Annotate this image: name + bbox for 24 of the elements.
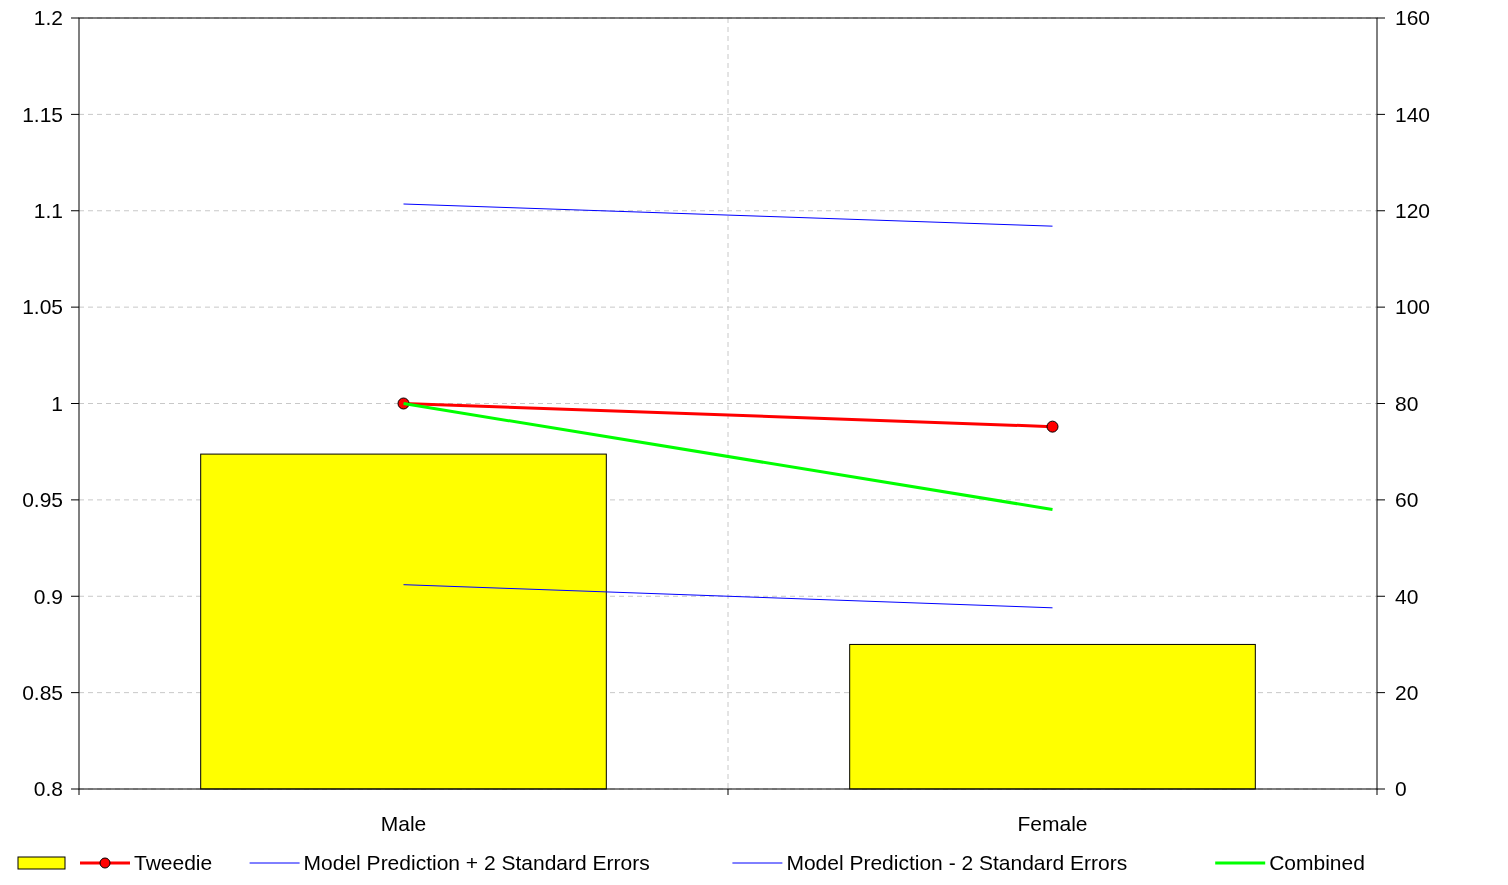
legend-label: Tweedie (134, 851, 213, 874)
y2-tick-label: 60 (1395, 488, 1419, 512)
legend-label: Model Prediction + 2 Standard Errors (303, 851, 650, 874)
y2-tick-label: 80 (1395, 391, 1419, 415)
y2-tick-label: 0 (1395, 777, 1407, 801)
y2-tick-label: 100 (1395, 295, 1431, 319)
y-tick-label: 0.85 (22, 680, 63, 704)
y-tick-label: 1 (51, 391, 63, 415)
y2-tick-label: 160 (1395, 6, 1431, 30)
y-tick-label: 1.15 (22, 102, 63, 126)
y-tick-label: 1.1 (33, 199, 63, 223)
y-tick-label: 1.05 (22, 295, 63, 319)
y2-tick-label: 40 (1395, 584, 1419, 608)
y2-tick-label: 120 (1395, 199, 1431, 223)
y-tick-label: 0.9 (33, 584, 63, 608)
legend-label: Model Prediction - 2 Standard Errors (786, 851, 1128, 874)
y-tick-label: 1.2 (33, 6, 63, 30)
y2-tick-label: 140 (1395, 102, 1431, 126)
y2-tick-label: 20 (1395, 680, 1419, 704)
x-tick-label: Male (380, 812, 427, 835)
y-tick-label: 0.95 (22, 488, 63, 512)
legend-label: Combined (1269, 851, 1365, 874)
x-tick-label: Female (1017, 812, 1088, 835)
y-tick-label: 0.8 (33, 777, 63, 801)
